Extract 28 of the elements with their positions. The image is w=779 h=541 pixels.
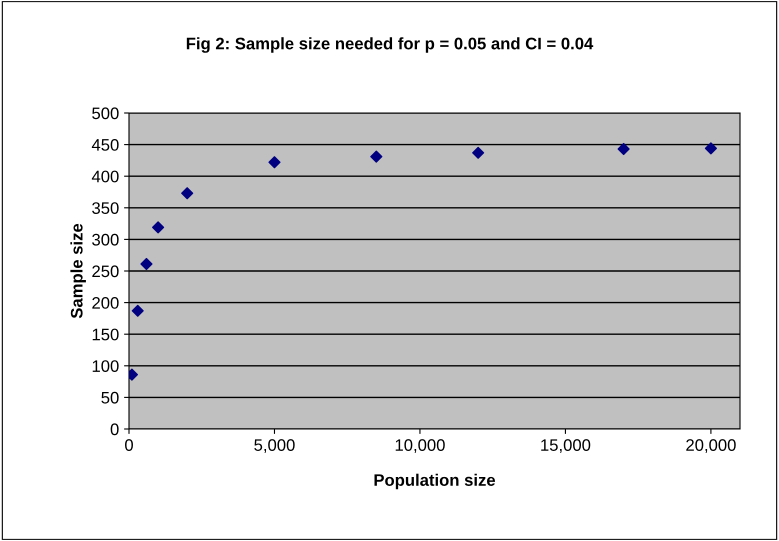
point: [472, 146, 484, 159]
y-axis-title: Sample size: [70, 224, 86, 318]
point: [152, 221, 164, 234]
y-tick-label: 200: [92, 297, 119, 309]
y-tick-label: 50: [101, 392, 119, 404]
point: [181, 187, 194, 200]
x-tick-label: 0: [125, 439, 133, 451]
y-tick-label: 150: [92, 328, 119, 340]
x-axis-title: Population size: [374, 474, 496, 490]
y-tick-label: 300: [92, 234, 119, 246]
y-tick-label: 250: [92, 265, 119, 278]
x-tick-label: 5,000: [254, 439, 295, 453]
point: [140, 258, 153, 270]
chart-title: Fig 2: Sample size needed for p = 0.05 and CI = 0.04: [186, 37, 594, 53]
point: [132, 304, 144, 317]
y-tick-label: 100: [92, 360, 119, 372]
y-tick-label: 0: [110, 423, 119, 436]
point: [618, 142, 630, 156]
y-tick-label: 450: [92, 139, 119, 151]
point: [268, 156, 281, 168]
x-tick-label: 20,000: [686, 439, 736, 453]
point: [704, 142, 717, 154]
y-tick-label: 500: [92, 107, 119, 120]
point: [370, 150, 382, 163]
y-tick-label: 400: [92, 170, 119, 182]
x-tick-label: 10,000: [396, 439, 445, 453]
x-tick-label: 15,000: [541, 439, 590, 453]
y-tick-label: 350: [92, 202, 119, 214]
